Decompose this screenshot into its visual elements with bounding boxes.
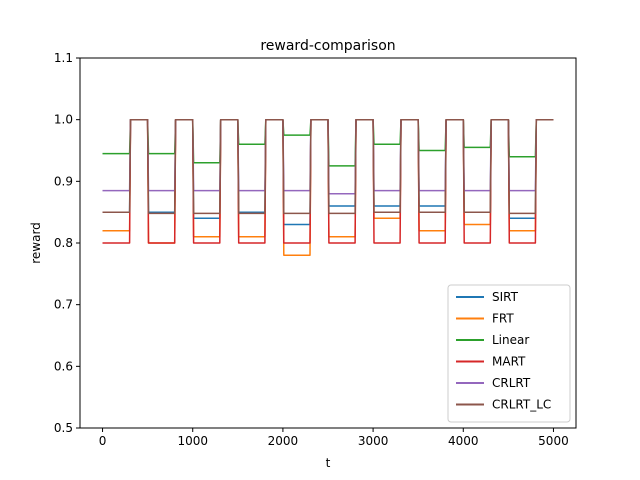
legend-label: FRT — [492, 312, 514, 326]
series-line-crlrt-lc — [102, 118, 554, 215]
x-tick-label: 4000 — [448, 434, 479, 448]
series-layer — [102, 118, 554, 257]
y-tick-label: 0.9 — [54, 174, 73, 188]
y-axis-ticks: 0.5 0.6 0.7 0.8 0.9 1.0 1.1 — [54, 51, 80, 435]
x-axis-ticks: 0 1000 2000 3000 4000 5000 — [99, 428, 569, 448]
x-tick-label: 5000 — [538, 434, 569, 448]
y-tick-label: 1.1 — [54, 51, 73, 65]
legend-label: MART — [492, 355, 526, 369]
y-tick-label: 0.8 — [54, 236, 73, 250]
x-tick-label: 3000 — [358, 434, 389, 448]
y-tick-label: 0.5 — [54, 421, 73, 435]
y-tick-label: 1.0 — [54, 113, 73, 127]
chart-title: reward-comparison — [260, 38, 395, 54]
y-tick-label: 0.6 — [54, 359, 73, 373]
legend-label: Linear — [492, 333, 529, 347]
x-tick-label: 0 — [99, 434, 107, 448]
x-tick-label: 2000 — [268, 434, 299, 448]
x-axis-label: t — [326, 456, 331, 470]
legend: SIRT FRT Linear MART CRLRT CRLRT_LC — [447, 284, 571, 423]
y-tick-label: 0.7 — [54, 298, 73, 312]
legend-label: SIRT — [492, 290, 519, 304]
x-tick-label: 1000 — [177, 434, 208, 448]
legend-label: CRLRT — [492, 376, 531, 390]
legend-label: CRLRT_LC — [492, 398, 551, 412]
y-axis-label: reward — [29, 222, 43, 264]
